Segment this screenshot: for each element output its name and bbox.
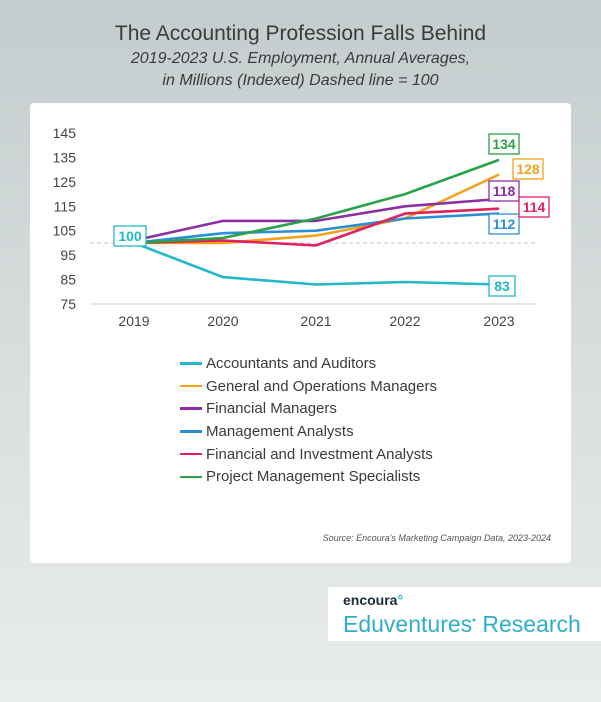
start-label-box: [113, 225, 147, 247]
end-label: 83: [494, 278, 510, 294]
end-label-box: [488, 180, 520, 202]
legend-label: Accountants and Auditors: [206, 354, 377, 372]
end-label: 118: [493, 183, 516, 199]
legend-item: Accountants and Auditors: [180, 352, 437, 375]
y-tick-label: 115: [54, 198, 77, 214]
x-tick-label: 2022: [389, 313, 420, 329]
legend-swatch: [180, 430, 202, 433]
legend-label: Financial and Investment Analysts: [206, 445, 433, 463]
y-tick-label: 135: [53, 149, 77, 165]
encoura-wordmark: encoura: [343, 592, 398, 608]
legend-item: General and Operations Managers: [180, 375, 437, 398]
chart-title: The Accounting Profession Falls Behind: [114, 22, 487, 45]
end-label-box: [518, 196, 550, 218]
eduventures-research-logo: Eduventures• Research: [343, 611, 581, 637]
x-tick-label: 2019: [118, 313, 149, 329]
legend-item: Financial Managers: [180, 397, 437, 420]
end-label: 128: [516, 161, 540, 177]
chart-subtitle-line-2: in Millions (Indexed) Dashed line = 100: [162, 72, 439, 89]
end-label-box: [488, 213, 520, 235]
legend-swatch: [180, 362, 202, 365]
y-tick-label: 145: [53, 125, 77, 141]
y-tick-label: 125: [53, 174, 77, 190]
brand-logo: encoura° Eduventures• Research: [328, 587, 601, 641]
series-line: [133, 241, 500, 286]
x-tick-label: 2023: [483, 313, 514, 329]
series-line: [133, 212, 500, 245]
chart-card: 75 85 95 105 115 125 135 145 2019 2020 2021 2022 202…: [30, 103, 571, 563]
end-label: 114: [523, 199, 546, 215]
end-label: 112: [493, 216, 516, 232]
legend-swatch: [180, 384, 202, 388]
legend-item: Project Management Specialists: [180, 465, 437, 488]
series-line: [134, 173, 500, 245]
eduventures-wordmark: Eduventures: [343, 611, 473, 637]
start-label: 100: [118, 228, 142, 244]
legend-swatch: [180, 475, 202, 479]
y-tick-label: 75: [60, 296, 76, 312]
legend-item: Financial and Investment Analysts: [180, 443, 437, 466]
end-label-box: [512, 158, 544, 180]
x-tick-label: 2021: [300, 313, 331, 329]
y-tick-label: 85: [60, 272, 76, 288]
y-tick-label: 105: [53, 223, 77, 239]
end-label-box: [488, 133, 520, 155]
series-line: [133, 158, 500, 245]
line-chart: 75 85 95 105 115 125 135 145 2019 2020 2021 2022 202…: [53, 125, 550, 329]
x-tick-label: 2020: [207, 313, 238, 329]
legend-label: Project Management Specialists: [206, 468, 421, 486]
legend-label: Management Analysts: [206, 422, 354, 440]
series-line: [133, 207, 500, 247]
series-line: [133, 197, 500, 242]
legend-swatch: [180, 452, 202, 456]
end-label: 134: [492, 136, 516, 152]
legend-label: Financial Managers: [206, 400, 337, 418]
source-note: Source: Encoura's Marketing Campaign Dat…: [322, 533, 551, 543]
legend-swatch: [180, 407, 202, 410]
encoura-logo: encoura°: [343, 592, 404, 608]
legend-item: Management Analysts: [180, 420, 437, 443]
research-wordmark: Research: [476, 611, 581, 637]
y-tick-label: 95: [60, 247, 76, 263]
chart-subtitle-line-1: 2019-2023 U.S. Employment, Annual Averag…: [130, 50, 471, 67]
chart-legend: Accountants and Auditors General and Oper…: [180, 352, 437, 488]
legend-label: General and Operations Managers: [206, 377, 437, 395]
end-label-box: [488, 275, 516, 297]
